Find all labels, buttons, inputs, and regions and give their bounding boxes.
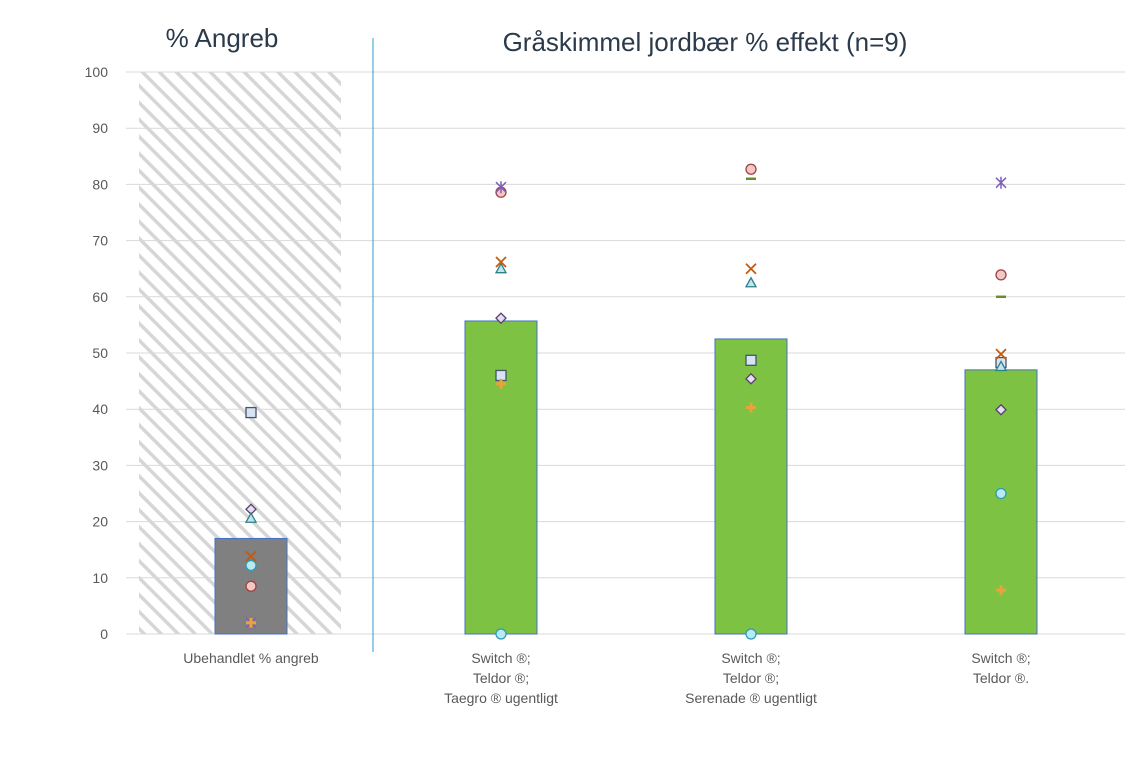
category-labels: Ubehandlet % angreb Switch ®; Teldor ®; Tae… [183,650,1030,706]
category-label: Serenade ® ugentligt [685,690,817,706]
point-circle-1 [245,580,257,592]
point-square-3 [745,354,757,366]
point-x-1 [245,550,257,563]
y-axis-ticks: 0 10 20 30 40 50 60 70 80 90 100 [85,64,109,642]
category-label: Switch ®; [721,650,780,666]
point-x-4 [995,348,1007,360]
y-tick-label: 90 [92,120,108,136]
gridlines [126,71,1125,635]
point-circle-4 [995,269,1007,281]
point-plus-1 [246,617,256,628]
point-diamond-2 [495,312,507,325]
y-tick-label: 40 [92,401,108,417]
category-label: Ubehandlet % angreb [183,650,319,666]
point-triangle-2 [494,262,508,274]
point-circle-3 [745,628,757,640]
point-circle-1 [245,559,257,572]
category-label: Teldor ®. [973,670,1029,686]
y-tick-label: 30 [92,457,108,473]
y-tick-label: 60 [92,289,108,305]
y-tick-label: 10 [92,570,108,586]
point-triangle-4 [994,360,1008,372]
point-x-2 [495,256,507,268]
point-plus-2 [496,378,506,389]
point-square-1 [245,406,257,419]
point-triangle-1 [244,511,258,523]
left-chart-title: % Angreb [166,23,279,53]
point-plus-3 [746,402,756,413]
category-label: Switch ®; [971,650,1030,666]
y-tick-label: 50 [92,345,108,361]
point-circle-3 [745,163,757,175]
category-label: Switch ®; [471,650,530,666]
category-label: Teldor ®; [473,670,529,686]
point-diamond-4 [995,403,1007,416]
point-x-3 [745,263,757,275]
y-tick-label: 70 [92,233,108,249]
point-diamond-3 [745,372,757,385]
right-chart-title: Gråskimmel jordbær % effekt (n=9) [503,27,908,57]
category-label: Teldor ®; [723,670,779,686]
bar-2 [464,320,538,635]
y-tick-label: 100 [85,64,109,80]
bars [214,320,1038,635]
point-circle-2 [495,628,507,640]
y-tick-label: 0 [100,626,108,642]
category-label: Taegro ® ugentligt [444,690,558,706]
point-triangle-3 [744,276,758,288]
bar-3 [714,338,788,635]
y-tick-label: 20 [92,514,108,530]
data-points [244,163,1008,640]
point-asterisk-2 [495,181,507,194]
y-tick-label: 80 [92,176,108,192]
point-plus-4 [996,585,1006,596]
point-circle-4 [995,487,1007,500]
point-asterisk-4 [995,176,1007,189]
